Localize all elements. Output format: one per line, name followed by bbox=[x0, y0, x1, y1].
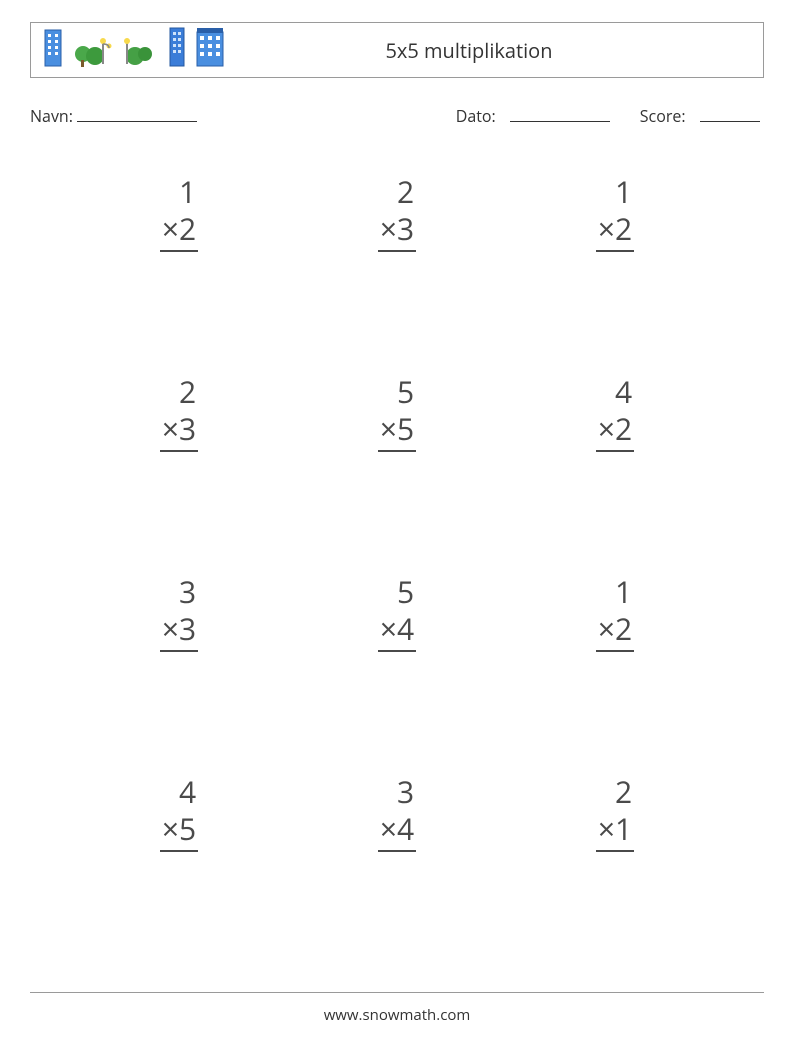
problem-top: 2 bbox=[596, 773, 634, 811]
problem-bottom-row: ×2 bbox=[596, 610, 634, 652]
building-icon-2 bbox=[167, 26, 187, 73]
problem-top: 2 bbox=[378, 173, 416, 211]
problem-top: 4 bbox=[160, 773, 198, 811]
name-blank[interactable] bbox=[77, 104, 197, 122]
date-blank[interactable] bbox=[510, 104, 610, 122]
problem-bottom-row: ×4 bbox=[378, 810, 416, 852]
problem-cell: 2 ×1 bbox=[506, 767, 724, 967]
info-row: Navn: Dato: Score: bbox=[30, 104, 764, 127]
problem-cell: 4 ×5 bbox=[70, 767, 288, 967]
problem-cell: 5 ×5 bbox=[288, 367, 506, 567]
problem-bottom-row: ×2 bbox=[596, 210, 634, 252]
problem-bottom-row: ×3 bbox=[160, 410, 198, 452]
header-icons-row bbox=[41, 23, 225, 77]
problem-top: 2 bbox=[160, 373, 198, 411]
problem-cell: 5 ×4 bbox=[288, 567, 506, 767]
score-blank[interactable] bbox=[700, 104, 760, 122]
problem-cell: 1 ×2 bbox=[70, 167, 288, 367]
problem-top: 3 bbox=[160, 573, 198, 611]
problem-bottom-row: ×3 bbox=[378, 210, 416, 252]
building-icon bbox=[41, 26, 65, 73]
score-label: Score: bbox=[640, 105, 686, 127]
problem-cell: 3 ×4 bbox=[288, 767, 506, 967]
problem-bottom-row: ×5 bbox=[160, 810, 198, 852]
worksheet-title: 5x5 multiplikation bbox=[225, 37, 753, 64]
problem-cell: 3 ×3 bbox=[70, 567, 288, 767]
footer-url: www.snowmath.com bbox=[0, 1005, 794, 1025]
problem-cell: 1 ×2 bbox=[506, 167, 724, 367]
problem-top: 3 bbox=[378, 773, 416, 811]
problem-top: 1 bbox=[596, 173, 634, 211]
problem-bottom-row: ×2 bbox=[596, 410, 634, 452]
problem-bottom-row: ×2 bbox=[160, 210, 198, 252]
problem-cell: 2 ×3 bbox=[70, 367, 288, 567]
problem-bottom-row: ×5 bbox=[378, 410, 416, 452]
problem-top: 5 bbox=[378, 373, 416, 411]
building-icon-3 bbox=[195, 26, 225, 73]
park-icon-2 bbox=[121, 32, 159, 73]
problem-top: 5 bbox=[378, 573, 416, 611]
problem-cell: 4 ×2 bbox=[506, 367, 724, 567]
park-icon bbox=[73, 32, 113, 73]
footer-divider bbox=[30, 992, 764, 993]
problem-cell: 2 ×3 bbox=[288, 167, 506, 367]
date-label: Dato: bbox=[456, 105, 496, 127]
worksheet-header: 5x5 multiplikation bbox=[30, 22, 764, 78]
name-label: Navn: bbox=[30, 105, 73, 127]
problem-top: 1 bbox=[160, 173, 198, 211]
problem-bottom-row: ×4 bbox=[378, 610, 416, 652]
problem-bottom-row: ×3 bbox=[160, 610, 198, 652]
problem-top: 4 bbox=[596, 373, 634, 411]
problem-bottom-row: ×1 bbox=[596, 810, 634, 852]
problem-top: 1 bbox=[596, 573, 634, 611]
problem-cell: 1 ×2 bbox=[506, 567, 724, 767]
problems-grid: 1 ×2 2 ×3 1 ×2 2 ×3 5 ×5 bbox=[30, 167, 764, 967]
